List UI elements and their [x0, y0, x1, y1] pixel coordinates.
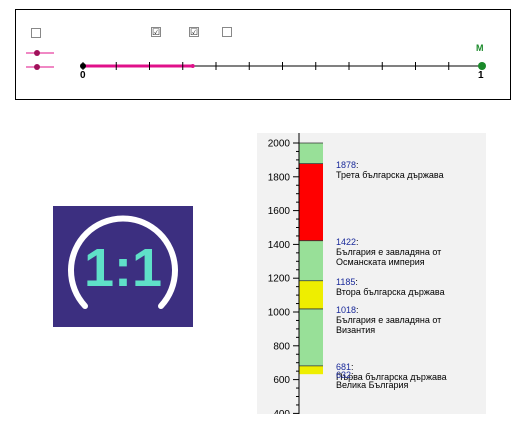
event-year: 1422	[336, 236, 357, 247]
tick-label: 1000	[268, 308, 291, 319]
event-text: България е завладяна от Византия	[336, 314, 442, 335]
timeline-segment	[299, 163, 323, 241]
event-year: 1018	[336, 304, 357, 315]
origin-point	[80, 63, 86, 69]
timeline-event: 681: Първа българска държава	[336, 361, 447, 382]
tick-label: 600	[273, 375, 290, 386]
number-line	[26, 50, 486, 70]
tick-label: 1600	[268, 206, 291, 217]
timeline-chart: 2000 1800 1600 1400 1200 1000 800 600 400 1878:Т…	[257, 133, 486, 414]
timeline-event: 1422: България е завладяна от Османската …	[336, 236, 442, 267]
start-label: 0	[80, 70, 86, 81]
timeline-segment	[299, 280, 323, 309]
tick-label: 400	[273, 409, 290, 414]
arc-icon	[68, 215, 178, 309]
point-m[interactable]	[478, 62, 486, 70]
tick-label: 1400	[268, 240, 291, 251]
checkbox-3[interactable]: ☑	[189, 27, 199, 37]
timeline-event: 1878: Трета българска държава	[336, 159, 444, 180]
slider-handle-1[interactable]	[26, 50, 54, 56]
event-year: 1185	[336, 276, 356, 287]
event-year: 681	[336, 361, 352, 372]
timeline-segment	[299, 143, 323, 164]
logo-text: 1:1	[84, 238, 162, 298]
timeline-segment	[299, 365, 323, 375]
point-m-label: M	[476, 43, 484, 53]
checkbox-4[interactable]	[222, 27, 232, 37]
segment-end-point[interactable]	[190, 64, 195, 68]
slider-handle-2[interactable]	[26, 64, 54, 70]
event-text: Втора българска държава	[336, 286, 445, 297]
timeline-event: 632: Велика България	[336, 370, 409, 391]
timeline-event: 1018: България е завладяна от Византия	[336, 304, 442, 335]
event-text: България е завладяна от Османската импер…	[336, 246, 442, 267]
timeline-event: 1185: Втора българска държава	[336, 276, 445, 297]
tick-label: 800	[273, 341, 290, 352]
event-year: 632	[336, 370, 352, 381]
tick-label: 2000	[268, 139, 291, 150]
timeline-segment	[299, 308, 323, 366]
event-text: Трета българска държава	[336, 169, 444, 180]
end-label: 1	[478, 70, 484, 81]
timeline-segment	[299, 240, 323, 281]
tick-label: 1800	[268, 172, 291, 183]
event-text: Първа българска държава	[336, 371, 447, 382]
checkbox-2[interactable]: ☑	[151, 27, 161, 37]
number-line-panel: ☑ ☑ 0 1 M	[15, 9, 511, 100]
ratio-logo: 1:1	[53, 206, 193, 327]
event-text: Велика България	[336, 380, 409, 391]
event-year: 1878	[336, 159, 357, 170]
tick-label: 1200	[268, 274, 291, 285]
checkbox-1[interactable]	[31, 28, 41, 38]
